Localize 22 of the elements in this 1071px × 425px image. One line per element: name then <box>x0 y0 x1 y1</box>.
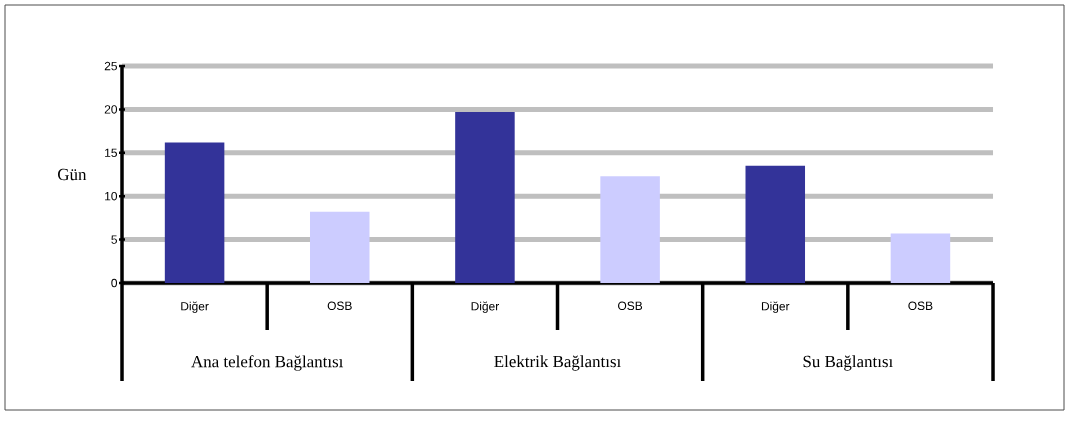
y-tick-label: 25 <box>104 61 117 71</box>
text: Su Bağlantısı <box>803 355 893 371</box>
bar <box>890 233 951 284</box>
text: Elektrik Bağlantısı <box>494 355 621 371</box>
x-tick-label: OSB <box>908 301 933 310</box>
x-tick-label: OSB <box>618 301 643 310</box>
x-tick-label: OSB <box>327 301 352 310</box>
text: Ana telefon Bağlantısı <box>191 355 344 371</box>
bar <box>455 112 515 284</box>
y-tick-label: 5 <box>111 235 117 244</box>
bar <box>164 142 225 284</box>
x-tick-label: Diğer <box>181 301 209 313</box>
y-tick-label: 0 <box>111 278 118 288</box>
y-tick-label: 15 <box>105 148 117 157</box>
y-axis-title: Gün <box>58 168 87 181</box>
x-tick-label: Diğer <box>471 301 499 313</box>
y-tick-label: 20 <box>104 105 118 114</box>
y-tick-label: 10 <box>105 191 118 201</box>
x-tick-label: Diğer <box>761 301 790 313</box>
bar <box>600 176 660 284</box>
bar <box>745 165 806 284</box>
bar <box>310 211 370 284</box>
